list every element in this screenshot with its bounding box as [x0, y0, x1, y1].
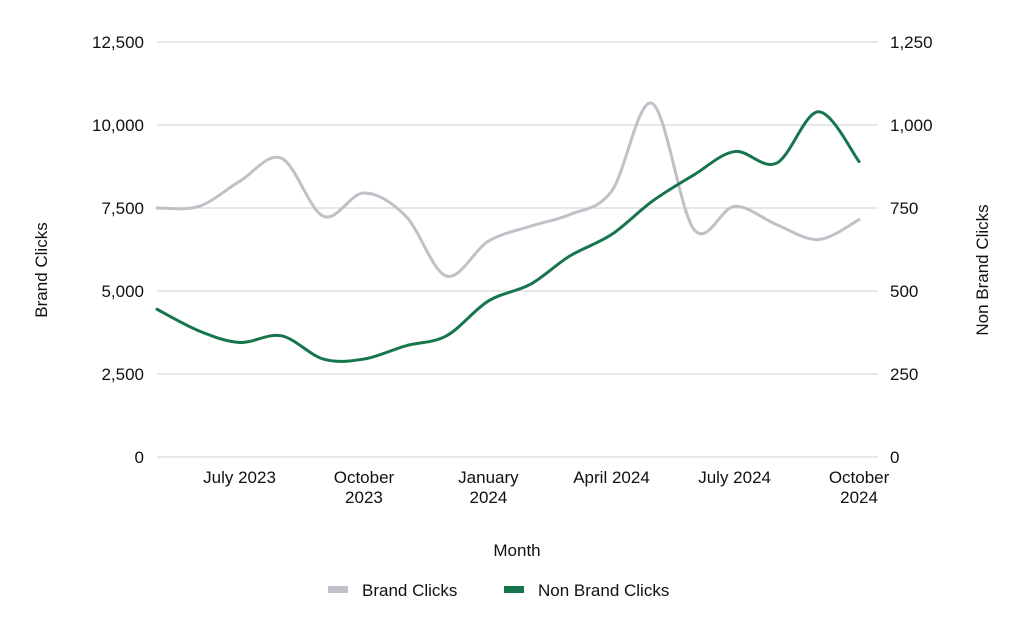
series-line-brand-clicks — [155, 101, 861, 278]
gridlines — [157, 41, 878, 458]
y-right-tick-label: 500 — [890, 282, 918, 301]
y-left-tick-label: 0 — [135, 448, 144, 467]
x-tick-label: October 2023 — [334, 468, 395, 507]
x-tick-label: July 2023 — [203, 468, 276, 487]
series-lines — [155, 101, 861, 363]
x-tick-label: October 2024 — [829, 468, 890, 507]
legend-swatch-non-brand-clicks — [504, 586, 524, 593]
x-axis-title: Month — [493, 541, 540, 560]
y-right-tick-label: 250 — [890, 365, 918, 384]
y-right-tick-label: 1,000 — [890, 116, 933, 135]
legend-item-non-brand-clicks: Non Brand Clicks — [504, 581, 669, 600]
right-axis-ticks: 0 250 500 750 1,000 1,250 — [890, 33, 933, 467]
y-right-tick-label: 1,250 — [890, 33, 933, 52]
legend-item-brand-clicks: Brand Clicks — [328, 581, 457, 600]
y-left-tick-label: 5,000 — [101, 282, 144, 301]
y-left-tick-label: 2,500 — [101, 365, 144, 384]
legend-label-non-brand-clicks: Non Brand Clicks — [538, 581, 669, 600]
x-tick-label: July 2024 — [698, 468, 771, 487]
x-tick-label: April 2024 — [573, 468, 650, 487]
y-left-tick-label: 7,500 — [101, 199, 144, 218]
y-axis-left-title: Brand Clicks — [32, 222, 51, 317]
y-right-tick-label: 750 — [890, 199, 918, 218]
legend-swatch-brand-clicks — [328, 586, 348, 593]
series-line-non-brand-clicks — [155, 110, 861, 363]
legend: Brand Clicks Non Brand Clicks — [328, 581, 669, 600]
x-axis-ticks: July 2023 October 2023 January 2024 April 202… — [203, 468, 890, 507]
y-axis-right-title: Non Brand Clicks — [973, 204, 992, 335]
x-tick-label: January 2024 — [458, 468, 519, 507]
y-left-tick-label: 12,500 — [92, 33, 144, 52]
y-right-tick-label: 0 — [890, 448, 899, 467]
y-left-tick-label: 10,000 — [92, 116, 144, 135]
left-axis-ticks: 0 2,500 5,000 7,500 10,000 12,500 — [92, 33, 144, 467]
legend-label-brand-clicks: Brand Clicks — [362, 581, 457, 600]
